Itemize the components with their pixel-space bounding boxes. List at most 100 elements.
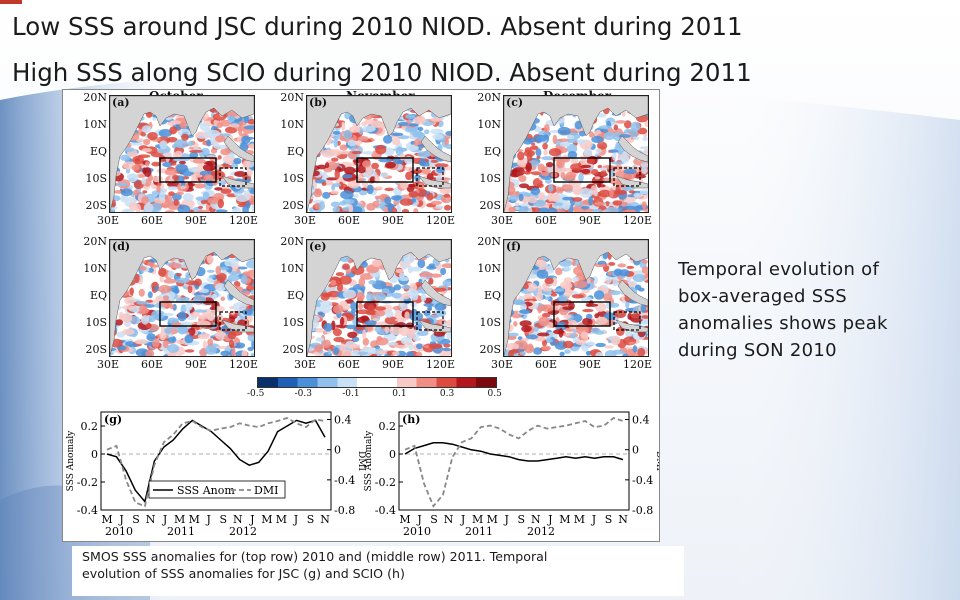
latitude-tick: 20S — [479, 343, 501, 356]
latitude-tick: 10N — [83, 262, 107, 275]
colorbar — [257, 377, 497, 388]
month-tick-label: M — [472, 513, 483, 526]
panel-label: (f) — [506, 240, 522, 253]
latitude-tick: 20N — [280, 235, 304, 248]
y-tick-label: -0.2 — [375, 476, 396, 489]
latitude-tick: 20N — [477, 91, 501, 104]
year-tick-label: 2011 — [465, 525, 493, 538]
longitude-tick: 120E — [426, 214, 456, 227]
latitude-tick: 20S — [282, 199, 304, 212]
y2-tick-label: 0 — [334, 444, 341, 457]
y2-tick-label: 0 — [632, 444, 639, 457]
month-tick-label: N — [233, 513, 243, 526]
colorbar-tick: 0.5 — [487, 389, 502, 399]
latitude-tick: 20N — [477, 235, 501, 248]
month-tick-label: S — [307, 513, 315, 526]
latitude-tick: 20S — [479, 199, 501, 212]
month-tick-label: N — [444, 513, 454, 526]
month-tick-label: J — [547, 513, 552, 526]
side-description: Temporal evolution of box-averaged SSS a… — [678, 259, 888, 361]
caption-line-1: SMOS SSS anomalies for (top row) 2010 an… — [82, 549, 548, 564]
y-tick-label: -0.2 — [77, 476, 98, 489]
month-tick-label: N — [146, 513, 156, 526]
latitude-tick: 20S — [282, 343, 304, 356]
longitude-tick: 120E — [229, 358, 259, 371]
figure-caption: SMOS SSS anomalies for (top row) 2010 an… — [72, 546, 684, 596]
latitude-tick: 10S — [85, 172, 107, 185]
month-tick-label: M — [276, 513, 287, 526]
month-tick-label: J — [460, 513, 465, 526]
y-tick-label: 0 — [389, 448, 396, 461]
y2-tick-label: -0.4 — [334, 474, 355, 487]
latitude-tick: 10N — [477, 118, 501, 131]
year-tick-label: 2011 — [167, 525, 195, 538]
colorbar-tick: 0.3 — [439, 389, 455, 399]
latitude-tick: 20N — [280, 91, 304, 104]
panel-label: (e) — [309, 240, 327, 253]
y2-axis-label: DMI — [356, 451, 366, 471]
latitude-tick: EQ — [89, 289, 107, 302]
year-tick-label: 2012 — [229, 525, 257, 538]
latitude-tick: EQ — [483, 289, 501, 302]
longitude-tick: 60E — [338, 358, 361, 371]
month-tick-label: M — [559, 513, 570, 526]
month-tick-label: J — [591, 513, 596, 526]
month-tick-label: M — [101, 513, 112, 526]
slide-title-line-2: High SSS along SCIO during 2010 NIOD. Ab… — [12, 58, 752, 87]
longitude-tick: 120E — [229, 214, 259, 227]
month-tick-label: J — [162, 513, 167, 526]
month-tick-label: S — [605, 513, 613, 526]
latitude-tick: 20S — [85, 199, 107, 212]
year-tick-label: 2012 — [527, 525, 555, 538]
longitude-tick: 90E — [185, 358, 208, 371]
colorbar-tick: -0.3 — [294, 389, 312, 399]
accent-bar — [0, 0, 22, 4]
month-tick-label: M — [487, 513, 498, 526]
sss-map-panel: (c) — [503, 95, 649, 213]
month-tick-label: J — [504, 513, 509, 526]
longitude-tick: 90E — [579, 214, 602, 227]
longitude-tick: 30E — [294, 358, 317, 371]
y-tick-label: 0.2 — [379, 420, 397, 433]
y-axis-label: SSS Anomaly — [364, 430, 374, 492]
series-line — [106, 417, 326, 508]
longitude-tick: 120E — [623, 214, 653, 227]
y2-tick-label: -0.8 — [632, 504, 653, 517]
caption-line-2: evolution of SSS anomalies for JSC (g) a… — [82, 566, 405, 581]
latitude-tick: 10N — [280, 118, 304, 131]
sss-map-panel: (e) — [306, 239, 452, 357]
legend-label: SSS Anom — [177, 484, 235, 497]
y2-tick-label: -0.8 — [334, 504, 355, 517]
longitude-tick: 60E — [535, 214, 558, 227]
y-tick-label: -0.4 — [375, 504, 396, 517]
legend-label: DMI — [254, 484, 278, 497]
longitude-tick: 60E — [338, 214, 361, 227]
month-tick-label: S — [430, 513, 438, 526]
month-tick-label: J — [206, 513, 211, 526]
colorbar-tick: 0.1 — [392, 389, 407, 399]
month-tick-label: J — [293, 513, 298, 526]
y2-tick-label: 0.4 — [632, 414, 650, 427]
y2-tick-label: -0.4 — [632, 474, 653, 487]
latitude-tick: 10N — [83, 118, 107, 131]
sss-map-panel: (f) — [503, 239, 649, 357]
month-tick-label: M — [399, 513, 410, 526]
panel-label: (a) — [112, 96, 130, 109]
latitude-tick: 20S — [85, 343, 107, 356]
longitude-tick: 90E — [579, 358, 602, 371]
longitude-tick: 30E — [294, 214, 317, 227]
month-tick-label: S — [517, 513, 525, 526]
latitude-tick: EQ — [89, 145, 107, 158]
longitude-tick: 60E — [141, 358, 164, 371]
colorbar-tick: -0.1 — [342, 389, 360, 399]
longitude-tick: 30E — [97, 358, 120, 371]
panel-label: (h) — [402, 413, 420, 426]
month-tick-label: M — [261, 513, 272, 526]
longitude-tick: 30E — [491, 358, 514, 371]
series-line — [106, 419, 326, 504]
year-tick-label: 2010 — [105, 525, 133, 538]
month-tick-label: N — [320, 513, 330, 526]
